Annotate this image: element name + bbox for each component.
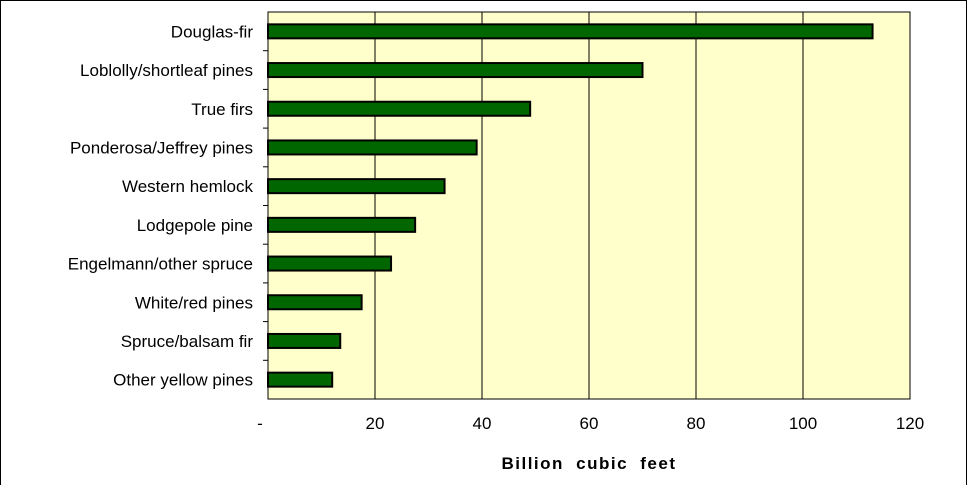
category-label: Western hemlock <box>122 177 254 196</box>
bar <box>267 100 532 117</box>
category-label: Engelmann/other spruce <box>68 255 253 274</box>
category-label: Loblolly/shortleaf pines <box>80 61 253 80</box>
bar <box>267 371 334 388</box>
category-label: Spruce/balsam fir <box>121 332 254 351</box>
category-labels: Douglas-fir Loblolly/shortleaf pines True … <box>68 22 254 389</box>
bar <box>267 62 644 79</box>
x-tick-label: 60 <box>580 414 599 433</box>
category-label: Other yellow pines <box>113 371 253 390</box>
x-axis-title: Billion cubic feet <box>501 454 676 473</box>
x-tick-label: - <box>257 414 263 433</box>
x-tick-label: 40 <box>473 414 492 433</box>
category-label: Lodgepole pine <box>137 216 253 235</box>
category-label: True firs <box>191 100 253 119</box>
category-label: White/red pines <box>135 293 253 312</box>
bar <box>267 294 363 311</box>
bar <box>267 255 393 272</box>
x-tick-label: 100 <box>789 414 817 433</box>
bar <box>267 216 417 233</box>
x-tick-labels: - 20 40 60 80 100 120 <box>257 414 924 433</box>
x-tick-label: 120 <box>896 414 924 433</box>
bar <box>267 23 874 40</box>
category-label: Ponderosa/Jeffrey pines <box>70 138 253 157</box>
bar <box>267 332 342 349</box>
x-tick-label: 80 <box>687 414 706 433</box>
bars <box>267 23 874 388</box>
x-tick-label: 20 <box>366 414 385 433</box>
bar <box>267 178 446 195</box>
bar <box>267 139 478 156</box>
category-label: Douglas-fir <box>171 22 254 41</box>
